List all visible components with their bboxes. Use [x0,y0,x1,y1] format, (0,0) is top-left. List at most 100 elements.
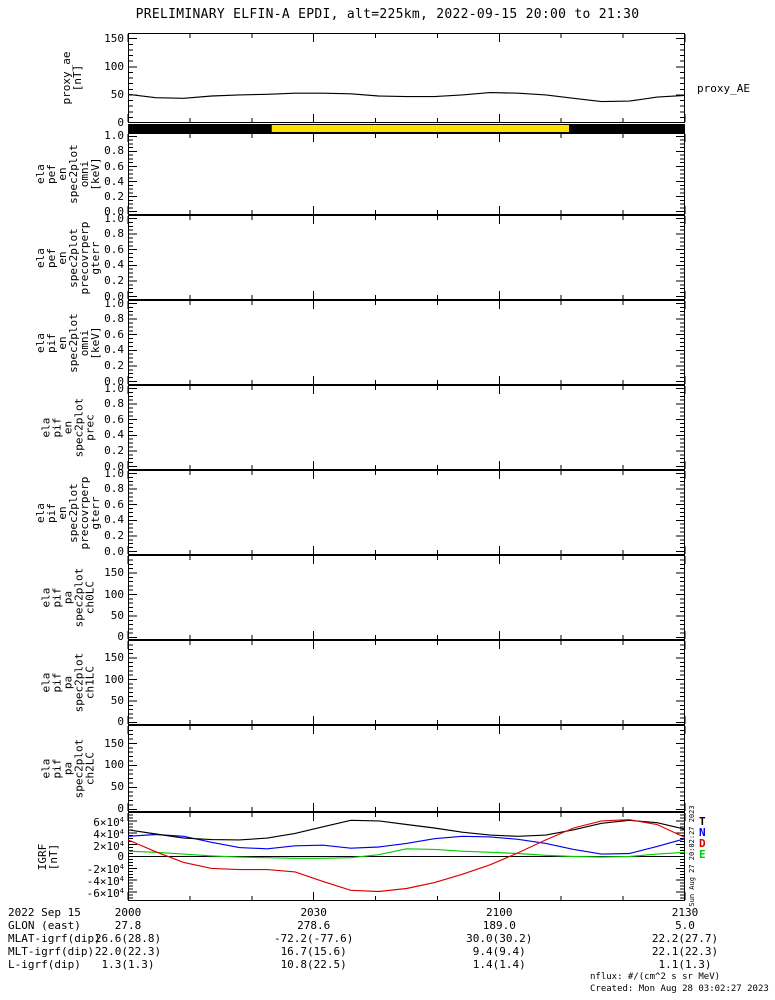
y-tick-label: 0.6 [104,159,124,173]
exponent: 4 [119,863,124,872]
y-tick-label: 100 [104,758,124,772]
x-tick-label: 2030 [300,906,327,919]
y-tick-label: 0 [117,116,124,129]
ephemeris-value: 278.6 [297,919,331,932]
y-tick-label: 150 [104,651,124,664]
exponent: 4 [119,815,124,824]
y-tick-label: 100 [104,59,124,73]
panel-frame [128,640,685,725]
panel-frame [128,555,685,640]
y-tick-label: 0.2 [104,443,124,457]
y-tick-label: -6×104 [86,887,124,901]
y-tick-label: 0.6 [104,412,124,426]
y-tick-label: 0 [117,802,124,816]
y-tick-label: 0.8 [104,312,124,326]
ephemeris-value: 9.4(9.4) [472,945,526,958]
exponent: 4 [119,887,124,896]
availability-segment [128,125,272,132]
created-timestamp: Created: Mon Aug 28 03:02:27 2023 [590,984,769,994]
y-tick-label: 0.4 [104,513,124,527]
x-tick-label: 2100 [486,906,513,919]
y-tick-label: 2×104 [93,839,124,853]
x-tick-label: 2130 [671,906,699,919]
ephemeris-value: 1.1(1.3) [658,958,712,971]
igrf-legend-E: E [699,848,706,861]
y-tick-label: 0.2 [104,358,124,372]
panel-ylabel: IGRF [nT] [36,843,60,870]
y-tick-label: 0.0 [104,289,124,303]
side-timestamp: Sun Aug 27 20:02:27 2023 [688,805,696,907]
y-tick-label: 50 [110,609,124,622]
panel-frame [128,725,685,812]
ephemeris-row-label: MLT-igrf(dip) [8,945,95,958]
curve-N [127,833,686,855]
y-tick-label: 0.6 [104,242,124,256]
y-tick-label: 150 [104,566,124,579]
ephemeris-value: 5.0 [675,919,695,932]
y-tick-label: 0 [117,849,124,863]
ephemeris-row-label: L-igrf(dip) [8,958,81,971]
panel-frame [128,470,685,555]
curve-T [127,819,686,841]
panel-frame [128,133,685,215]
y-tick-label: 50 [110,87,124,101]
y-tick-label: 50 [110,694,124,707]
y-tick-label: 0.2 [104,273,124,287]
y-tick-label: 0.6 [104,497,124,511]
igrf-legend-T: T [699,815,706,828]
axes-layer [127,33,686,901]
ephemeris-value: 22.0(22.3) [94,945,162,958]
x-tick-label: 2000 [114,906,142,919]
availability-segment [569,125,685,132]
proxy-ae-series-label: proxy_AE [697,82,750,95]
date-label: 2022 Sep 15 [8,906,81,919]
ephemeris-value: 189.0 [482,919,516,932]
panel-frame [128,385,685,470]
availability-segment [271,125,570,132]
y-tick-label: 0.2 [104,189,124,203]
ephemeris-row-label: MLAT-igrf(dip) [8,932,101,945]
y-tick-label: 0.0 [104,374,124,388]
y-tick-label: -4×104 [86,875,124,889]
exponent: 4 [119,839,124,848]
igrf-legend-D: D [699,837,706,850]
y-tick-label: 0.4 [104,343,124,357]
y-tick-label: 0.0 [104,544,124,558]
y-tick-label: 0.8 [104,144,124,158]
panel-frame [128,215,685,300]
y-tick-label: 1.0 [104,211,124,225]
ephemeris-value: -72.2(-77.6) [273,932,354,945]
y-tick-label: 0.4 [104,174,124,188]
ephemeris-value: 1.3(1.3) [101,958,155,971]
y-tick-label: 0.8 [104,397,124,411]
y-tick-label: 0.0 [104,459,124,473]
y-tick-label: 100 [104,672,124,686]
y-tick-label: 1.0 [104,381,124,395]
curve-proxy_AE [127,92,686,103]
y-tick-label: 100 [104,587,124,601]
y-tick-label: 150 [104,31,124,45]
y-tick-label: 0.6 [104,327,124,341]
igrf-legend-N: N [699,826,706,839]
nflux-units-note: nflux: #/(cm^2 s sr MeV) [590,972,721,982]
panel-frame [128,300,685,385]
curve-E [127,848,686,859]
exponent: 4 [119,875,124,884]
y-tick-label: 0 [117,630,124,644]
y-tick-label: 0.4 [104,258,124,272]
y-tick-label: 0 [117,715,124,729]
y-tick-label: 50 [110,780,124,794]
y-tick-label: 4×104 [93,827,124,841]
y-tick-label: 0.0 [104,204,124,218]
ephemeris-row-label: GLON (east) [8,919,81,932]
ephemeris-value: 30.0(30.2) [466,932,533,945]
y-tick-label: 0.8 [104,482,124,496]
curves-layer [127,92,686,893]
y-tick-label: 0.8 [104,227,124,241]
y-tick-label: 0.4 [104,428,124,442]
ephemeris-value: 22.2(27.7) [651,932,719,945]
y-tick-label: -2×104 [86,863,124,877]
exponent: 4 [119,827,124,836]
